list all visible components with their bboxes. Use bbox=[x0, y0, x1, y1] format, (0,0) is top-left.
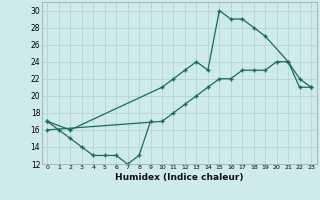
X-axis label: Humidex (Indice chaleur): Humidex (Indice chaleur) bbox=[115, 173, 244, 182]
